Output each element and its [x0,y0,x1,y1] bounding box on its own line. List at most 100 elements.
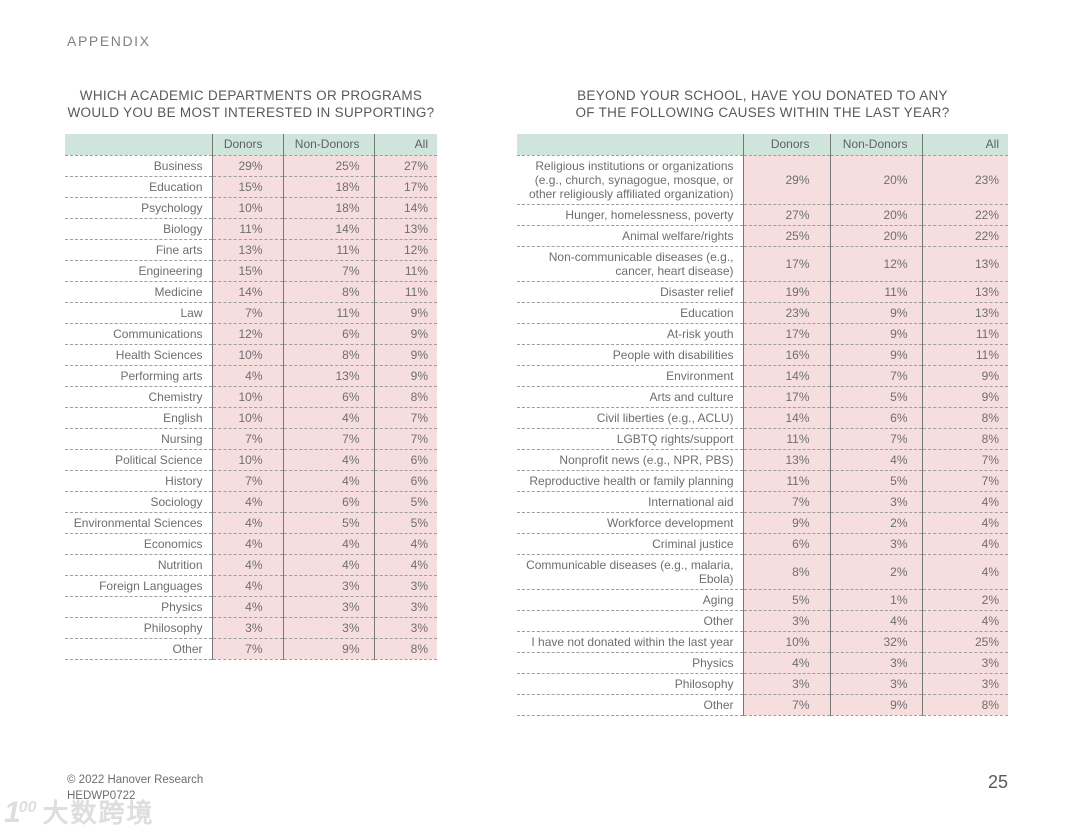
row-label: Workforce development [517,512,743,534]
row-label: Physics [65,596,212,618]
donors-value: 27% [742,204,830,226]
donors-value: 13% [742,449,830,471]
header-all: All [373,134,437,156]
row-label: Environment [517,365,743,387]
non-donors-value: 9% [282,638,374,660]
donors-value: 4% [211,554,283,576]
donors-value: 7% [742,694,830,716]
donors-value: 10% [211,386,283,408]
all-value: 4% [921,554,1008,590]
row-label: Psychology [65,197,212,219]
donors-value: 29% [742,155,830,205]
all-value: 9% [373,302,437,324]
departments-section: WHICH ACADEMIC DEPARTMENTS OR PROGRAMS W… [65,87,437,660]
all-value: 22% [921,225,1008,247]
non-donors-value: 6% [829,407,922,429]
non-donors-value: 3% [829,673,922,695]
row-label: Education [65,176,212,198]
row-label: Communicable diseases (e.g., malaria, Eb… [517,554,743,590]
appendix-label: APPENDIX [67,33,151,49]
row-label: Criminal justice [517,533,743,555]
non-donors-value: 3% [829,652,922,674]
row-label: Biology [65,218,212,240]
all-value: 3% [921,673,1008,695]
all-value: 8% [921,407,1008,429]
watermark-mark: 100 [4,796,37,829]
table-row: Nursing 7% 7% 7% [65,428,437,450]
all-value: 6% [373,470,437,492]
non-donors-value: 9% [829,344,922,366]
non-donors-value: 20% [829,204,922,226]
row-label: Chemistry [65,386,212,408]
all-value: 17% [373,176,437,198]
donors-value: 4% [211,575,283,597]
all-value: 5% [373,512,437,534]
all-value: 25% [921,631,1008,653]
table-row: Economics 4% 4% 4% [65,533,437,555]
donors-value: 10% [742,631,830,653]
table-row: Disaster relief 19% 11% 13% [517,281,1008,303]
causes-table-title: BEYOND YOUR SCHOOL, HAVE YOU DONATED TO … [575,88,950,120]
row-label: At-risk youth [517,323,743,345]
table-row: Environment 14% 7% 9% [517,365,1008,387]
non-donors-value: 18% [282,197,374,219]
all-value: 12% [373,239,437,261]
row-label: English [65,407,212,429]
row-label: Philosophy [517,673,743,695]
table-row: Other 3% 4% 4% [517,610,1008,632]
all-value: 7% [373,407,437,429]
donors-value: 7% [211,302,283,324]
table-row: Physics 4% 3% 3% [65,596,437,618]
all-value: 9% [921,365,1008,387]
non-donors-value: 4% [282,470,374,492]
table-row: Criminal justice 6% 3% 4% [517,533,1008,555]
row-label: Nursing [65,428,212,450]
non-donors-value: 4% [829,449,922,471]
row-label: LGBTQ rights/support [517,428,743,450]
non-donors-value: 7% [829,428,922,450]
table-row: Law 7% 11% 9% [65,302,437,324]
row-label: Economics [65,533,212,555]
row-label: Civil liberties (e.g., ACLU) [517,407,743,429]
table-row: Physics 4% 3% 3% [517,652,1008,674]
table-row: Fine arts 13% 11% 12% [65,239,437,261]
row-label: Communications [65,323,212,345]
all-value: 3% [373,596,437,618]
non-donors-value: 6% [282,323,374,345]
non-donors-value: 11% [282,302,374,324]
donors-value: 4% [742,652,830,674]
row-label: Medicine [65,281,212,303]
all-value: 4% [921,512,1008,534]
non-donors-value: 13% [282,365,374,387]
all-value: 4% [373,554,437,576]
all-value: 8% [373,638,437,660]
all-value: 4% [373,533,437,555]
non-donors-value: 6% [282,491,374,513]
all-value: 11% [921,323,1008,345]
donors-value: 7% [742,491,830,513]
donors-value: 10% [211,344,283,366]
row-label: Philosophy [65,617,212,639]
row-label: Non-communicable diseases (e.g., cancer,… [517,246,743,282]
non-donors-value: 9% [829,302,922,324]
row-label: Business [65,155,212,177]
non-donors-value: 11% [282,239,374,261]
donors-value: 29% [211,155,283,177]
row-label: Other [65,638,212,660]
non-donors-value: 4% [829,610,922,632]
all-value: 6% [373,449,437,471]
row-label: Fine arts [65,239,212,261]
non-donors-value: 20% [829,155,922,205]
row-label: Hunger, homelessness, poverty [517,204,743,226]
table-row: Other 7% 9% 8% [65,638,437,660]
donors-value: 6% [742,533,830,555]
donors-value: 17% [742,323,830,345]
non-donors-value: 7% [282,260,374,282]
non-donors-value: 7% [282,428,374,450]
donors-value: 4% [211,512,283,534]
non-donors-value: 32% [829,631,922,653]
all-value: 13% [921,281,1008,303]
row-label: Disaster relief [517,281,743,303]
all-value: 22% [921,204,1008,226]
table-row: Philosophy 3% 3% 3% [65,617,437,639]
